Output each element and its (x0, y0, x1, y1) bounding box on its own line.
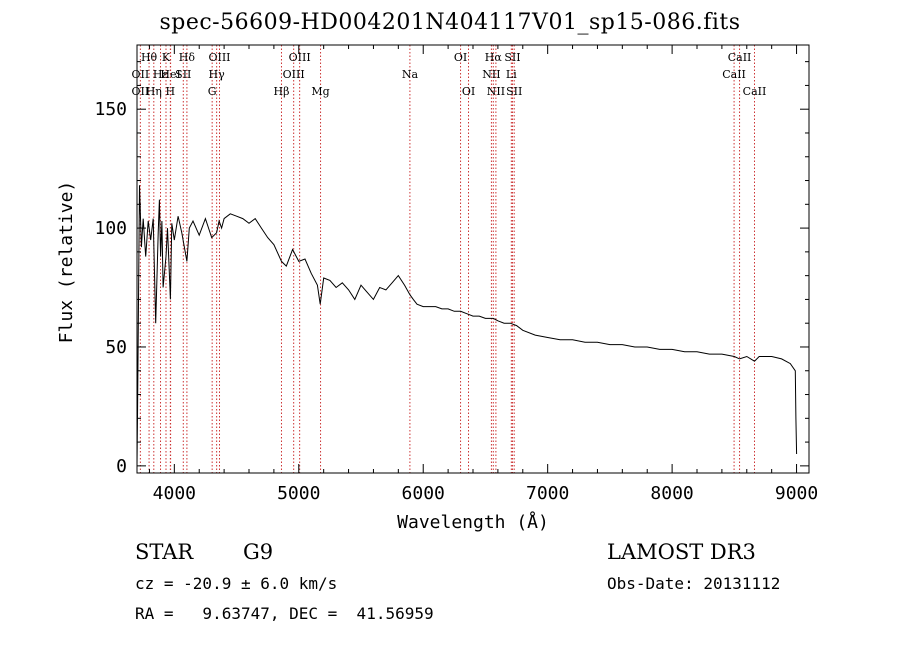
line-marker-label: Hγ (209, 68, 226, 81)
line-marker-label: Na (402, 68, 419, 81)
observation-date: Obs-Date: 20131112 (607, 574, 781, 593)
x-tick-label: 9000 (775, 483, 818, 504)
line-marker-label: OII (132, 85, 150, 98)
spectrum-line (136, 185, 798, 466)
line-marker-label: Hε (153, 68, 169, 81)
y-tick-label: 50 (105, 337, 127, 358)
line-marker-label: Li (506, 68, 517, 81)
line-marker-label: OIII (208, 51, 230, 64)
line-marker-label: CaII (722, 68, 746, 81)
line-marker-label: NII (482, 68, 500, 81)
x-tick-label: 4000 (153, 483, 196, 504)
line-marker-label: SII (506, 85, 522, 98)
survey-name: LAMOST DR3 (607, 540, 756, 564)
line-marker-label: CaII (728, 51, 752, 64)
x-tick-label: 6000 (402, 483, 445, 504)
y-axis-label: Flux (relative) (56, 181, 77, 344)
line-marker-label: Hθ (141, 51, 158, 64)
line-marker-label: Hα (485, 51, 503, 64)
line-marker-label: OIII (283, 68, 305, 81)
line-marker-label: OIII (289, 51, 311, 64)
x-tick-label: 7000 (526, 483, 569, 504)
line-marker-label: Hβ (274, 85, 290, 98)
plot-frame (136, 44, 810, 474)
line-marker-label: SII (504, 51, 520, 64)
spectral-line-markers (139, 45, 755, 473)
line-marker-label: HeI (160, 68, 180, 81)
line-marker-label: OI (462, 85, 475, 98)
spectral-line-labels: OII OII Hθ Hη Hε K HeI H Hδ SII OIII Hγ G Hβ OIII OIII M… (132, 51, 767, 98)
y-tick-label: 100 (94, 218, 127, 239)
line-marker-label: OII (132, 68, 150, 81)
x-axis-ticks: 4000 5000 6000 7000 8000 9000 (148, 45, 818, 504)
line-marker-label: G (208, 85, 217, 98)
redshift-cz: cz = -20.9 ± 6.0 km/s (135, 574, 338, 593)
x-tick-label: 5000 (277, 483, 320, 504)
line-marker-label: H (166, 85, 176, 98)
x-axis-label: Wavelength (Å) (397, 511, 549, 533)
line-marker-label: NII (487, 85, 505, 98)
line-marker-label: Hδ (179, 51, 196, 64)
line-marker-label: Hη (146, 85, 162, 98)
chart-title: spec-56609-HD004201N404117V01_sp15-086.f… (159, 10, 741, 35)
y-tick-label: 0 (116, 456, 127, 477)
y-tick-label: 150 (94, 99, 127, 120)
line-marker-label: Mg (311, 85, 329, 98)
line-marker-label: OI (454, 51, 467, 64)
y-axis-ticks: 0 50 100 150 (94, 61, 809, 477)
coordinates: RA = 9.63747, DEC = 41.56959 (135, 604, 434, 623)
object-subclass: G9 (243, 540, 274, 564)
line-marker-label: CaII (743, 85, 767, 98)
line-marker-label: K (162, 51, 171, 64)
x-tick-label: 8000 (650, 483, 693, 504)
object-class: STAR (135, 540, 194, 564)
line-marker-label: SII (175, 68, 191, 81)
